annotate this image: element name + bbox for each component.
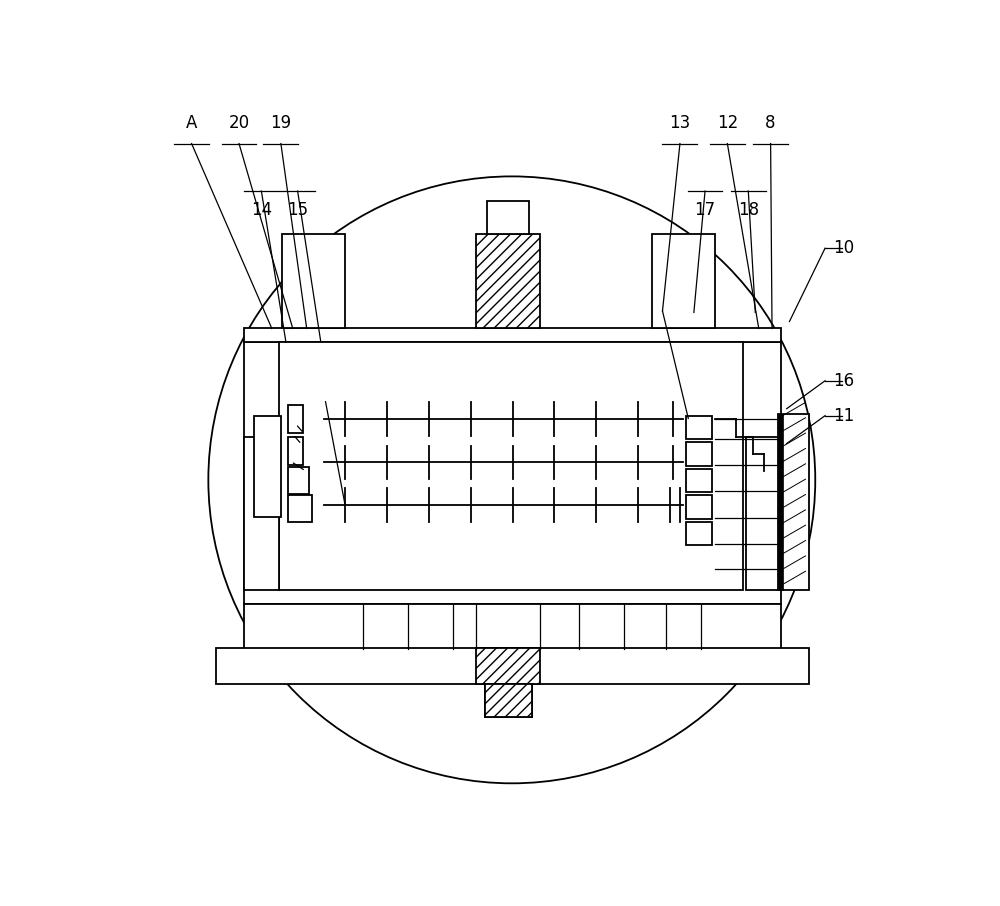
Bar	[476, 648, 540, 684]
Bar	[279, 342, 743, 590]
Bar	[282, 235, 345, 329]
Bar	[778, 414, 809, 590]
Bar	[778, 414, 783, 590]
Bar	[288, 467, 309, 494]
Bar	[686, 496, 712, 519]
Text: 13: 13	[669, 114, 691, 131]
Text: 10: 10	[833, 239, 855, 257]
Bar	[244, 604, 781, 650]
Text: 15: 15	[287, 201, 308, 219]
Bar	[244, 329, 781, 342]
Bar	[288, 437, 303, 465]
Text: 14: 14	[251, 201, 272, 219]
Text: 12: 12	[717, 114, 738, 131]
Bar	[216, 648, 809, 684]
Text: 19: 19	[270, 114, 291, 131]
Bar	[487, 201, 529, 235]
Bar	[244, 342, 781, 604]
Bar	[288, 496, 312, 522]
Bar	[244, 437, 279, 590]
Bar	[686, 522, 712, 545]
Bar	[652, 235, 715, 329]
Bar	[254, 416, 281, 516]
Text: A: A	[186, 114, 197, 131]
Text: 20: 20	[228, 114, 250, 131]
Text: 16: 16	[833, 371, 855, 390]
Bar	[476, 235, 540, 329]
Bar	[746, 437, 781, 590]
Text: 18: 18	[738, 201, 759, 219]
Bar	[686, 442, 712, 466]
Bar	[686, 416, 712, 439]
Bar	[485, 683, 532, 717]
Bar	[288, 405, 303, 433]
Text: 11: 11	[833, 407, 855, 425]
Bar	[485, 683, 532, 717]
Bar	[686, 468, 712, 493]
Text: 17: 17	[694, 201, 716, 219]
Text: 8: 8	[765, 114, 776, 131]
